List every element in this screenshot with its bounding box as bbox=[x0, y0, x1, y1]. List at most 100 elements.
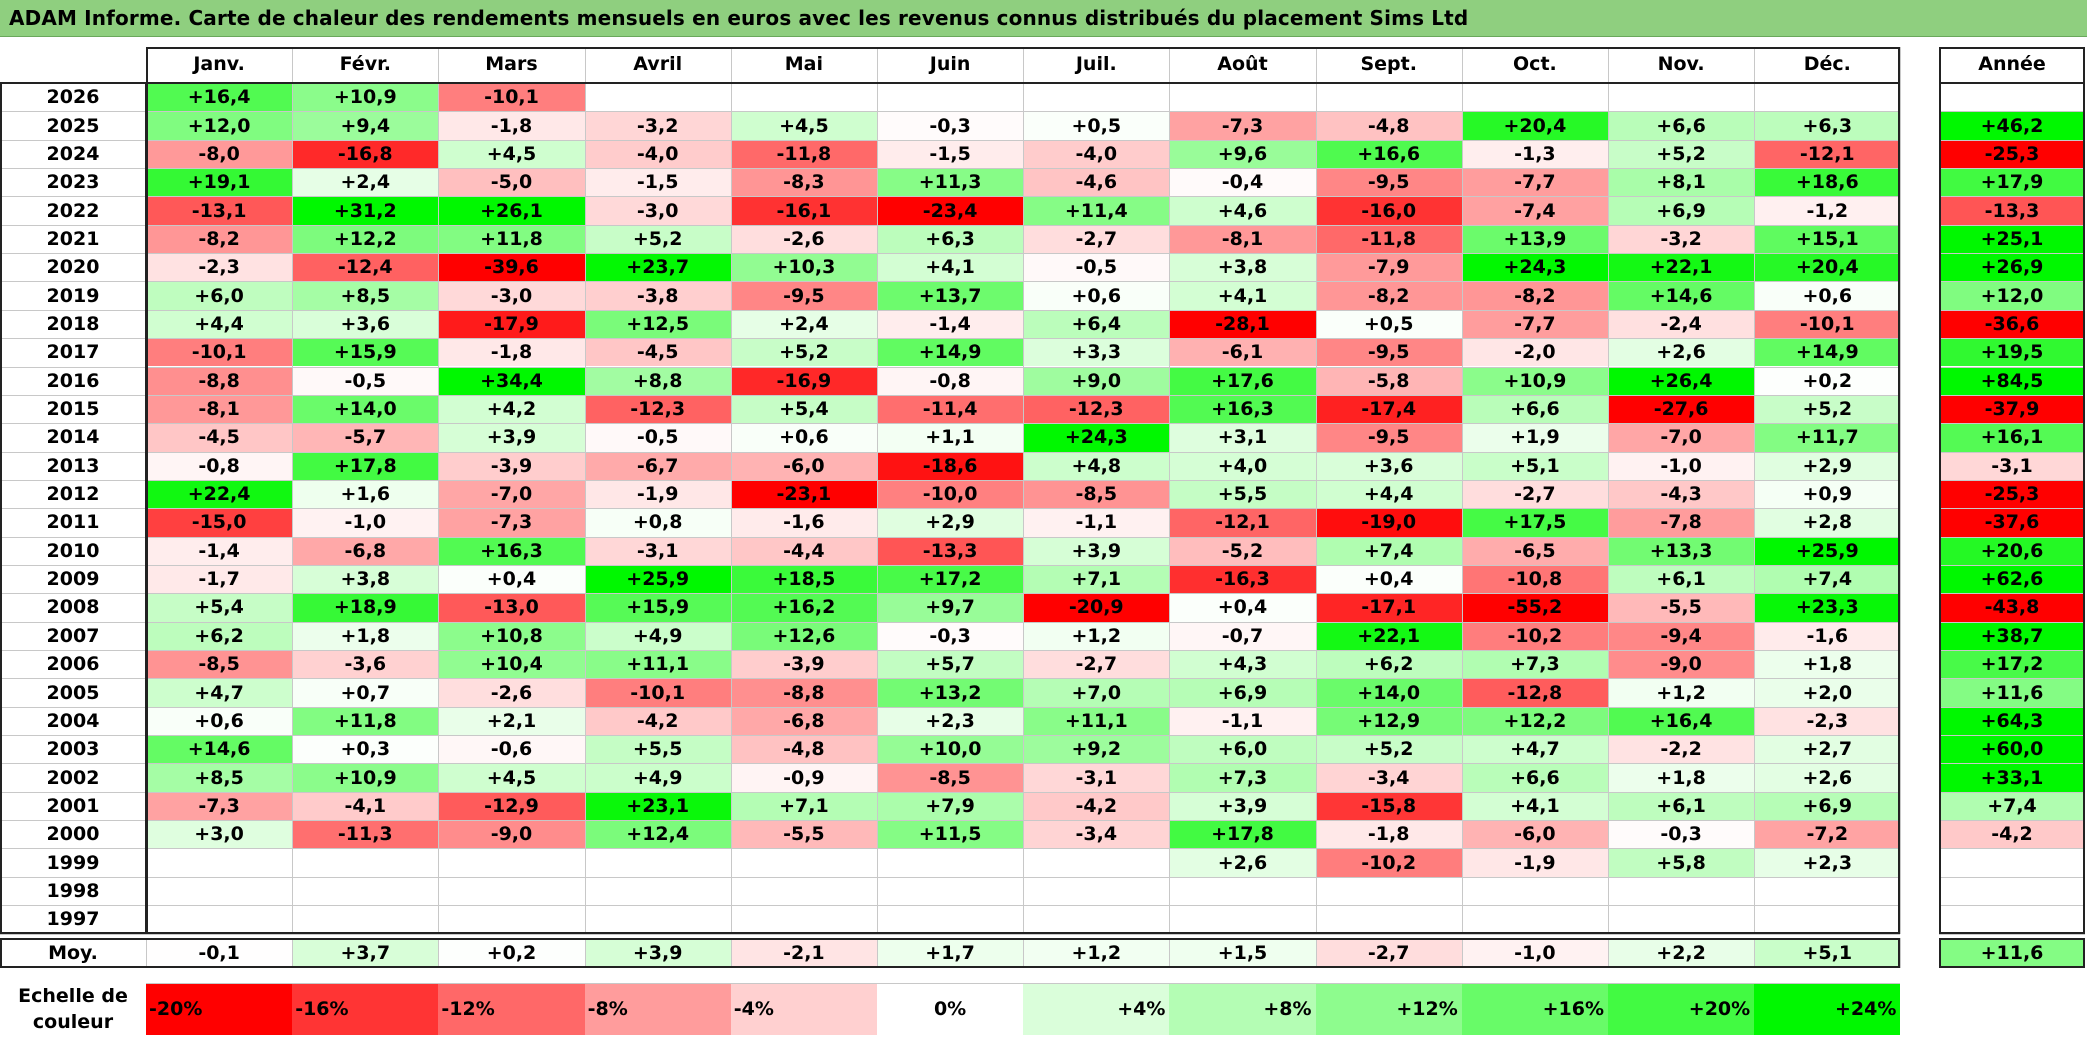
color-scale-stop: -16% bbox=[292, 983, 439, 1035]
heatmap-cell: +4,5 bbox=[438, 763, 585, 792]
heatmap-cell bbox=[292, 876, 439, 906]
heatmap-cell: +10,9 bbox=[292, 83, 439, 112]
heatmap-cell bbox=[877, 83, 1024, 112]
heatmap-cell: +3,9 bbox=[1023, 536, 1170, 565]
heatmap-cell: +2,3 bbox=[877, 706, 1024, 736]
heatmap-cell: -10,1 bbox=[438, 83, 585, 112]
heatmap-cell: +2,4 bbox=[292, 168, 439, 197]
heatmap-cell: -2,0 bbox=[1461, 338, 1608, 367]
grid-line bbox=[146, 82, 1901, 84]
month-header: Mars bbox=[485, 53, 538, 75]
grid-line bbox=[0, 253, 1901, 255]
color-scale-stop: +20% bbox=[1608, 983, 1755, 1035]
heatmap-cell: +20,4 bbox=[1461, 111, 1608, 140]
year-label: 2000 bbox=[46, 823, 100, 846]
heatmap-cell: +12,4 bbox=[584, 820, 731, 849]
heatmap-cell: +3,6 bbox=[292, 309, 439, 339]
month-header: Sept. bbox=[1360, 53, 1417, 75]
heatmap-cell: -2,2 bbox=[1608, 735, 1755, 764]
heatmap-cell: -9,5 bbox=[730, 281, 877, 310]
heatmap-cell: +6,1 bbox=[1608, 791, 1755, 821]
heatmap-cell: -4,2 bbox=[584, 706, 731, 736]
heatmap-cell: +11,8 bbox=[292, 706, 439, 736]
color-scale-stop: -8% bbox=[584, 983, 731, 1035]
average-cell: +3,9 bbox=[584, 938, 731, 968]
heatmap-cell: -9,4 bbox=[1608, 621, 1755, 650]
heatmap-cell: -4,5 bbox=[146, 423, 293, 452]
year-label: 2019 bbox=[46, 284, 100, 307]
heatmap-cell: -3,1 bbox=[584, 536, 731, 565]
grid-line bbox=[1939, 82, 2085, 84]
grid-line bbox=[1023, 938, 1025, 968]
heatmap-cell: +17,2 bbox=[877, 564, 1024, 594]
heatmap-cell: +2,0 bbox=[1754, 678, 1901, 707]
heatmap-cell: +11,4 bbox=[1023, 196, 1170, 225]
heatmap-cell: -3,8 bbox=[584, 281, 731, 310]
heatmap-cell: -9,5 bbox=[1315, 338, 1462, 367]
heatmap-cell: +1,6 bbox=[292, 479, 439, 509]
heatmap-cell: -9,0 bbox=[438, 820, 585, 849]
grid-line bbox=[0, 706, 1901, 708]
heatmap-cell: -28,1 bbox=[1169, 309, 1316, 339]
heatmap-cell: +3,6 bbox=[1315, 451, 1462, 480]
heatmap-cell: +13,7 bbox=[877, 281, 1024, 310]
heatmap-cell bbox=[292, 848, 439, 877]
heatmap-cell bbox=[584, 905, 731, 934]
heatmap-cell: +12,9 bbox=[1315, 706, 1462, 736]
grid-line bbox=[1461, 47, 1463, 934]
heatmap-cell: -8,2 bbox=[1315, 281, 1462, 310]
year-label: 2012 bbox=[46, 483, 100, 506]
heatmap-cell: -6,0 bbox=[730, 451, 877, 480]
heatmap-cell: -0,5 bbox=[1023, 253, 1170, 282]
heatmap-cell: +2,1 bbox=[438, 706, 585, 736]
grid-line bbox=[0, 593, 1901, 595]
heatmap-cell: +6,9 bbox=[1608, 196, 1755, 225]
year-label: 2004 bbox=[46, 709, 100, 732]
heatmap-cell: -5,5 bbox=[730, 820, 877, 849]
heatmap-cell: +6,2 bbox=[146, 621, 293, 650]
heatmap-cell: +7,1 bbox=[1023, 564, 1170, 594]
grid-line bbox=[0, 479, 1901, 481]
heatmap-cell: -0,8 bbox=[146, 451, 293, 480]
annual-cell bbox=[1939, 848, 2085, 877]
grid-line bbox=[0, 650, 1901, 651]
heatmap-cell: -4,2 bbox=[1023, 791, 1170, 821]
heatmap-cell: +10,0 bbox=[877, 735, 1024, 764]
color-scale-stop: 0% bbox=[877, 983, 1024, 1035]
heatmap-cell: -6,5 bbox=[1461, 536, 1608, 565]
heatmap-cell: -6,0 bbox=[1461, 820, 1608, 849]
average-cell: -2,1 bbox=[730, 938, 877, 968]
color-scale-stop: +8% bbox=[1169, 983, 1316, 1035]
month-header: Févr. bbox=[339, 53, 391, 75]
year-column-header: Année bbox=[1978, 53, 2046, 75]
heatmap-cell: -2,6 bbox=[438, 678, 585, 707]
heatmap-cell: +10,9 bbox=[292, 763, 439, 792]
heatmap-cell: +8,8 bbox=[584, 366, 731, 395]
grid-line bbox=[0, 678, 1901, 680]
heatmap-cell: +9,2 bbox=[1023, 735, 1170, 764]
heatmap-cell bbox=[877, 905, 1024, 934]
heatmap-cell bbox=[1169, 876, 1316, 906]
grid-line bbox=[877, 938, 878, 968]
heatmap-cell bbox=[1461, 83, 1608, 112]
heatmap-cell: +23,7 bbox=[584, 253, 731, 282]
heatmap-cell: -4,8 bbox=[730, 735, 877, 764]
grid-line bbox=[1939, 650, 2085, 651]
heatmap-cell: +16,4 bbox=[1608, 706, 1755, 736]
grid-line bbox=[0, 876, 1901, 878]
heatmap-cell: -6,8 bbox=[292, 536, 439, 565]
heatmap-cell: +25,9 bbox=[584, 564, 731, 594]
heatmap-cell: +0,7 bbox=[292, 678, 439, 707]
heatmap-cell: -13,3 bbox=[877, 536, 1024, 565]
grid-line bbox=[1939, 791, 2085, 793]
heatmap-cell: +5,4 bbox=[730, 394, 877, 424]
heatmap-cell: -0,4 bbox=[1169, 168, 1316, 197]
heatmap-cell: -16,9 bbox=[730, 366, 877, 395]
month-header: Juil. bbox=[1075, 53, 1117, 75]
heatmap-cell bbox=[438, 848, 585, 877]
heatmap-cell: +10,9 bbox=[1461, 366, 1608, 395]
grid-line bbox=[1939, 196, 2085, 198]
heatmap-cell: -7,4 bbox=[1461, 196, 1608, 225]
heatmap-cell: -2,3 bbox=[146, 253, 293, 282]
annual-cell: +33,1 bbox=[1939, 763, 2085, 792]
